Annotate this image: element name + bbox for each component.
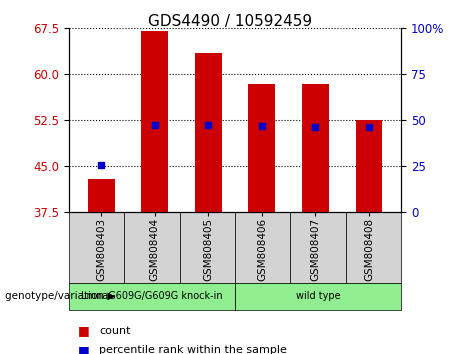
Text: LmnaG609G/G609G knock-in: LmnaG609G/G609G knock-in xyxy=(81,291,223,302)
Bar xyxy=(88,179,115,212)
Bar xyxy=(195,53,222,212)
Bar xyxy=(290,212,346,283)
Text: ■: ■ xyxy=(78,344,90,354)
Text: count: count xyxy=(99,326,130,336)
Bar xyxy=(235,212,290,283)
Text: percentile rank within the sample: percentile rank within the sample xyxy=(99,346,287,354)
Bar xyxy=(355,120,382,212)
Bar xyxy=(248,84,275,212)
Text: ■: ■ xyxy=(78,325,90,337)
Bar xyxy=(69,212,124,283)
Bar xyxy=(142,32,168,212)
Text: genotype/variation ▶: genotype/variation ▶ xyxy=(5,291,115,302)
Bar xyxy=(69,283,235,310)
Text: GDS4490 / 10592459: GDS4490 / 10592459 xyxy=(148,14,313,29)
Text: wild type: wild type xyxy=(296,291,340,302)
Bar xyxy=(346,212,401,283)
Bar xyxy=(235,283,401,310)
Bar xyxy=(124,212,180,283)
Bar xyxy=(302,84,329,212)
Bar xyxy=(180,212,235,283)
